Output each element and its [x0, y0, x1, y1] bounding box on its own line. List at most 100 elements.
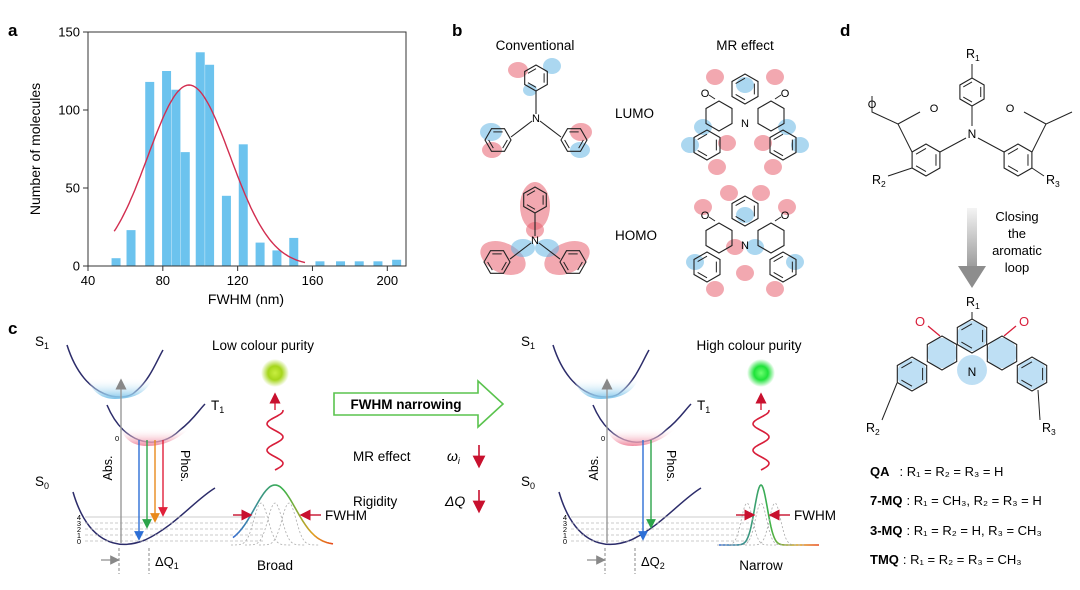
orbital-lobe-red	[708, 159, 726, 175]
col-header-mr-effect: MR effect	[716, 38, 774, 53]
nitrogen-atom: N	[968, 127, 977, 141]
phenyl-ring	[560, 128, 588, 152]
phenyl-ring	[559, 250, 587, 274]
oxygen-atom: O	[1019, 314, 1029, 329]
double-bond	[564, 139, 570, 149]
side-ring	[705, 100, 733, 132]
panel-label-d: d	[840, 21, 850, 40]
purity-title: Low colour purity	[212, 338, 314, 353]
oxygen-atom: O	[930, 103, 939, 115]
vibrational-level-label: 3	[77, 519, 81, 528]
phosphorescence-label: Phos.	[664, 450, 678, 482]
orbital-lobe-red	[694, 199, 712, 215]
orbital-lobe-blue	[778, 119, 796, 135]
double-bond	[915, 148, 927, 155]
carbonyl-bond	[1003, 325, 1017, 337]
mr-effect-label: MR effect	[353, 449, 411, 464]
double-bond	[697, 133, 708, 141]
s1-label: S1	[521, 334, 535, 351]
s0-potential-curve	[72, 487, 216, 545]
histogram-bar	[205, 64, 215, 266]
ester-bond	[871, 96, 913, 153]
orbital-lobe-blue	[480, 123, 502, 141]
t1-zero-level-label: 0	[115, 434, 119, 443]
compound-3mq: 3-MQ: R₁ = R₂ = H, R₃ = CH₃	[870, 523, 1042, 538]
y-tick-label: 150	[58, 25, 80, 40]
oxygen-atom: O	[701, 88, 710, 100]
double-bond	[735, 77, 746, 85]
orbital-lobe-red	[520, 182, 550, 230]
compound-list: QA: R₁ = R₂ = R₃ = H 7-MQ: R₁ = CH₃, R₂ …	[870, 464, 1042, 567]
row-label-lumo: LUMO	[615, 106, 654, 121]
panel-label-b: b	[452, 21, 462, 40]
y-tick-label: 0	[73, 259, 80, 274]
t1-well-fill	[606, 428, 676, 446]
r3-substituent: R3	[1042, 421, 1056, 437]
vibronic-subpeak	[259, 502, 319, 546]
mr-lumo-molecule: N O O	[681, 69, 809, 175]
plot-frame	[87, 31, 407, 267]
vibronic-subpeak	[245, 502, 305, 546]
vibrational-level-label: 0	[563, 537, 567, 546]
col-header-conventional: Conventional	[496, 38, 575, 53]
absorption-label: Abs.	[587, 455, 601, 480]
double-bond	[487, 261, 493, 271]
arrow-text-line-4: loop	[1005, 260, 1030, 275]
aromatic-highlight	[957, 355, 987, 385]
double-bond	[526, 204, 536, 210]
orbital-lobe-red	[706, 281, 724, 297]
nitrogen-atom: N	[741, 240, 749, 252]
oxygen-atom: O	[915, 314, 925, 329]
histogram-bar	[145, 81, 155, 266]
carbonyl-bond	[708, 216, 716, 222]
oxygen-atom: O	[781, 88, 790, 100]
carbonyl-ring	[986, 335, 1018, 371]
histogram-bar	[180, 152, 190, 266]
oxygen-atom: O	[701, 210, 710, 222]
nitrogen-atom: N	[968, 365, 977, 379]
fwhm-narrowing-arrow: FWHM narrowing	[333, 379, 505, 429]
y-tick-label: 100	[58, 103, 80, 118]
histogram-bar	[221, 195, 231, 266]
emission-glow	[261, 359, 289, 387]
y-tick-label: 50	[66, 181, 80, 196]
aromatic-highlight	[987, 338, 1017, 368]
emission-glow	[747, 359, 775, 387]
r1-substituent: R1	[966, 47, 980, 63]
orbital-lobe-blue	[746, 239, 764, 255]
vibrational-level-label: 2	[77, 525, 81, 534]
phenyl-ring	[523, 186, 547, 214]
phenyl-ring	[693, 251, 721, 283]
vibrational-level-label: 2	[563, 525, 567, 534]
nitrogen-atom: N	[531, 235, 539, 247]
fwhm-narrowing-label: FWHM narrowing	[351, 397, 462, 412]
phenyl-ring	[896, 356, 928, 392]
double-bond	[735, 215, 746, 223]
double-bond	[1007, 148, 1019, 155]
orbital-lobe-blue	[791, 137, 809, 153]
double-bond	[735, 199, 746, 207]
double-bond	[697, 149, 708, 157]
oxygen-atom: O	[1006, 103, 1015, 115]
closing-loop-arrow	[958, 208, 986, 288]
ester-bond	[897, 111, 921, 125]
vibrational-level-label: 0	[77, 537, 81, 546]
histogram-bar	[162, 71, 172, 266]
quinacridone-core-molecule: N O O R1 R2 R3	[866, 295, 1056, 437]
vibrational-level-label: 1	[77, 531, 81, 540]
orbital-lobe-red	[718, 135, 736, 151]
histogram-bar	[392, 259, 402, 266]
histogram-bar	[171, 89, 181, 266]
carbonyl-bond	[927, 325, 941, 337]
x-tick-label: 80	[156, 273, 170, 288]
histogram-bar	[373, 261, 383, 266]
y-axis-label: Number of molecules	[27, 83, 43, 215]
gaussian-fit-curve	[113, 84, 306, 264]
double-bond	[488, 139, 494, 149]
bond	[509, 242, 532, 260]
oxygen-atom: O	[868, 99, 877, 111]
orbital-lobe-red	[764, 159, 782, 175]
r3-substituent: R3	[1046, 173, 1060, 189]
double-bond	[577, 261, 583, 271]
arrow-text-line-3: aromatic	[992, 243, 1042, 258]
